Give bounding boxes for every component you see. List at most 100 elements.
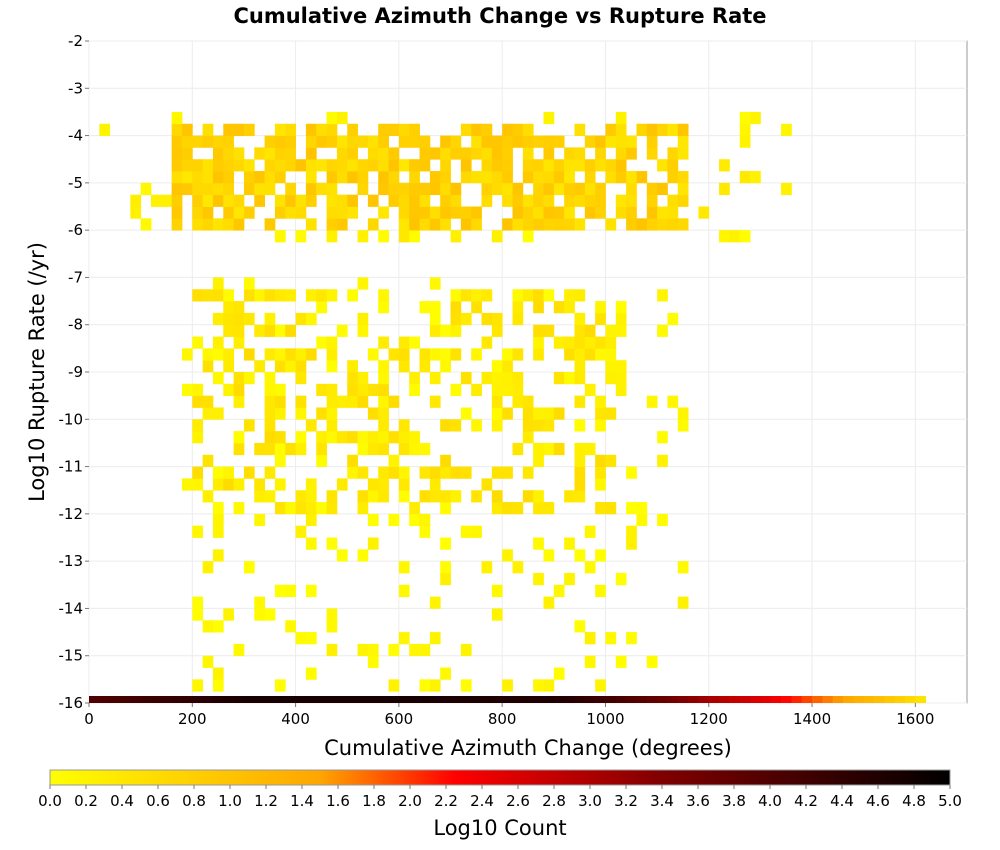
heatmap-cell — [305, 182, 317, 196]
heatmap-cell — [522, 407, 534, 420]
heatmap-cell — [388, 395, 400, 408]
heatmap-cell — [450, 135, 462, 148]
heatmap-cell — [605, 135, 617, 148]
heatmap-cell — [295, 407, 307, 420]
heatmap-cell — [460, 407, 472, 420]
y-tick-label: -16 — [59, 694, 84, 712]
heatmap-bottom-cell — [336, 696, 348, 703]
heatmap-cell — [677, 218, 689, 231]
heatmap-cell — [419, 182, 431, 196]
heatmap-cell — [326, 135, 338, 148]
heatmap-cell — [739, 111, 751, 125]
heatmap-cell — [739, 123, 751, 136]
heatmap-cell — [574, 478, 586, 491]
heatmap-cell — [202, 348, 214, 361]
colorbar-tick-label: 5.0 — [938, 792, 962, 810]
heatmap-cell — [305, 490, 317, 503]
heatmap-cell — [316, 383, 327, 397]
heatmap-cell — [336, 111, 348, 125]
heatmap-bottom-cell — [874, 696, 885, 703]
heatmap-cell — [171, 147, 183, 160]
heatmap-cell — [512, 218, 524, 231]
heatmap-cell — [409, 383, 420, 397]
heatmap-cell — [512, 561, 524, 574]
heatmap-cell — [553, 171, 565, 184]
heatmap-cell — [285, 182, 296, 196]
heatmap-cell — [243, 171, 255, 184]
heatmap-cell — [357, 549, 369, 562]
heatmap-cell — [409, 372, 420, 385]
heatmap-bottom-cell — [171, 696, 183, 703]
heatmap-cell — [491, 608, 503, 621]
heatmap-cell — [367, 643, 379, 657]
heatmap-cell — [491, 584, 503, 598]
heatmap-cell — [564, 171, 575, 184]
heatmap-cell — [367, 537, 379, 550]
heatmap-cell — [264, 419, 276, 432]
heatmap-cell — [409, 206, 420, 219]
heatmap-cell — [264, 490, 276, 503]
heatmap-cell — [574, 194, 586, 207]
heatmap-cell — [223, 312, 235, 326]
heatmap-cell — [233, 372, 245, 385]
heatmap-cell — [646, 194, 658, 207]
heatmap-cell — [367, 407, 379, 420]
heatmap-cell — [285, 159, 296, 172]
heatmap-cell — [657, 218, 668, 231]
heatmap-cell — [398, 561, 410, 574]
heatmap-cell — [378, 289, 389, 302]
heatmap-cell — [502, 502, 513, 515]
heatmap-cell — [274, 442, 286, 456]
heatmap-cell — [243, 372, 255, 385]
heatmap-cell — [605, 502, 617, 515]
heatmap-cell — [615, 194, 627, 207]
heatmap-cell — [223, 348, 235, 361]
heatmap-cell — [471, 171, 482, 184]
colorbar-tick-label: 2.0 — [398, 792, 422, 810]
heatmap-cell — [429, 372, 441, 385]
x-tick-label: 1200 — [690, 710, 728, 728]
heatmap-cell — [378, 442, 389, 456]
heatmap-cell — [595, 679, 606, 692]
heatmap-cell — [347, 466, 358, 479]
heatmap-bottom-cell — [894, 696, 906, 703]
heatmap-cell — [481, 159, 493, 172]
heatmap-cell — [450, 194, 462, 207]
heatmap-cell — [512, 194, 524, 207]
y-tick-label: -10 — [59, 410, 84, 428]
heatmap-cell — [357, 466, 369, 479]
heatmap-cell — [512, 502, 524, 515]
heatmap-bottom-cell — [884, 696, 896, 703]
heatmap-cell — [171, 111, 183, 125]
heatmap-cell — [202, 159, 214, 172]
heatmap-cell — [615, 111, 627, 125]
heatmap-cell — [450, 301, 462, 314]
heatmap-cell — [450, 324, 462, 337]
heatmap-bottom-cell — [512, 696, 524, 703]
heatmap-cell — [378, 478, 389, 491]
heatmap-cell — [698, 206, 710, 219]
heatmap-cell — [233, 147, 245, 160]
heatmap-cell — [212, 348, 224, 361]
heatmap-bottom-cell — [832, 696, 844, 703]
heatmap-cell — [223, 171, 235, 184]
heatmap-cell — [595, 419, 606, 432]
heatmap-cell — [409, 123, 420, 136]
heatmap-cell — [223, 182, 235, 196]
heatmap-cell — [646, 395, 658, 408]
heatmap-cell — [553, 206, 565, 219]
heatmap-cell — [264, 218, 276, 231]
heatmap-cell — [440, 218, 451, 231]
heatmap-cell — [388, 431, 400, 444]
heatmap-cell — [357, 372, 369, 385]
heatmap-cell — [491, 182, 503, 196]
heatmap-bottom-cell — [357, 696, 369, 703]
heatmap-cell — [481, 194, 493, 207]
heatmap-cell — [595, 395, 606, 408]
heatmap-bottom-cell — [667, 696, 679, 703]
heatmap-cell — [212, 549, 224, 562]
chart-title: Cumulative Azimuth Change vs Rupture Rat… — [233, 4, 766, 28]
heatmap-cell — [574, 442, 586, 456]
heatmap-cell — [233, 478, 245, 491]
heatmap-bottom-cell — [533, 696, 544, 703]
